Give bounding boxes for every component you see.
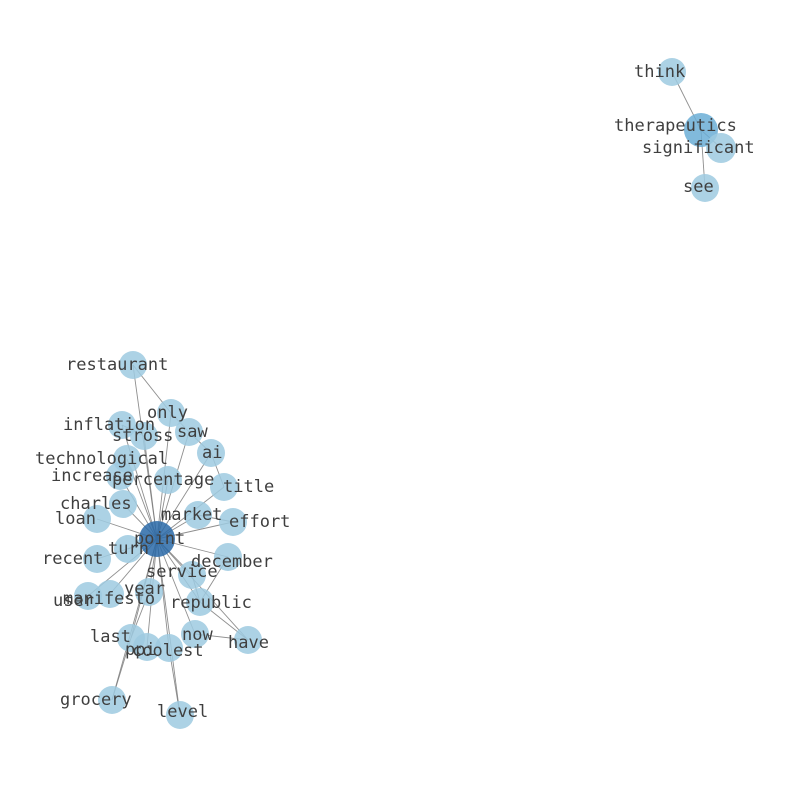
graph-node[interactable]	[658, 58, 686, 86]
graph-node[interactable]	[108, 411, 136, 439]
graph-node[interactable]	[197, 439, 225, 467]
graph-node[interactable]	[214, 543, 242, 571]
graph-node[interactable]	[130, 422, 158, 450]
graph-node[interactable]	[155, 634, 183, 662]
graph-node[interactable]	[691, 174, 719, 202]
graph-node[interactable]	[175, 418, 203, 446]
graph-edge	[156, 538, 181, 716]
graph-node[interactable]	[74, 582, 102, 610]
graph-node[interactable]	[119, 351, 147, 379]
graph-node[interactable]	[234, 626, 262, 654]
graph-node[interactable]	[186, 588, 214, 616]
graph-node[interactable]	[157, 399, 185, 427]
graph-node[interactable]	[109, 490, 137, 518]
graph-node[interactable]	[114, 535, 142, 563]
node-layer	[74, 58, 736, 729]
graph-node[interactable]	[98, 686, 126, 714]
graph-node[interactable]	[135, 578, 163, 606]
graph-node[interactable]	[184, 501, 212, 529]
graph-node[interactable]	[181, 620, 209, 648]
graph-node[interactable]	[210, 473, 238, 501]
graph-node[interactable]	[166, 701, 194, 729]
graph-node[interactable]	[96, 580, 124, 608]
graph-node[interactable]	[219, 508, 247, 536]
graph-node[interactable]	[83, 545, 111, 573]
graph-node[interactable]	[706, 133, 736, 163]
graph-node[interactable]	[178, 561, 206, 589]
graph-node[interactable]	[83, 505, 111, 533]
graph-edge	[121, 424, 158, 540]
graph-node[interactable]	[154, 466, 182, 494]
graph-node[interactable]	[139, 521, 175, 557]
graph-node[interactable]	[106, 462, 134, 490]
graph-node[interactable]	[133, 633, 161, 661]
edge-layer	[87, 71, 722, 716]
graph-edge	[111, 538, 158, 701]
